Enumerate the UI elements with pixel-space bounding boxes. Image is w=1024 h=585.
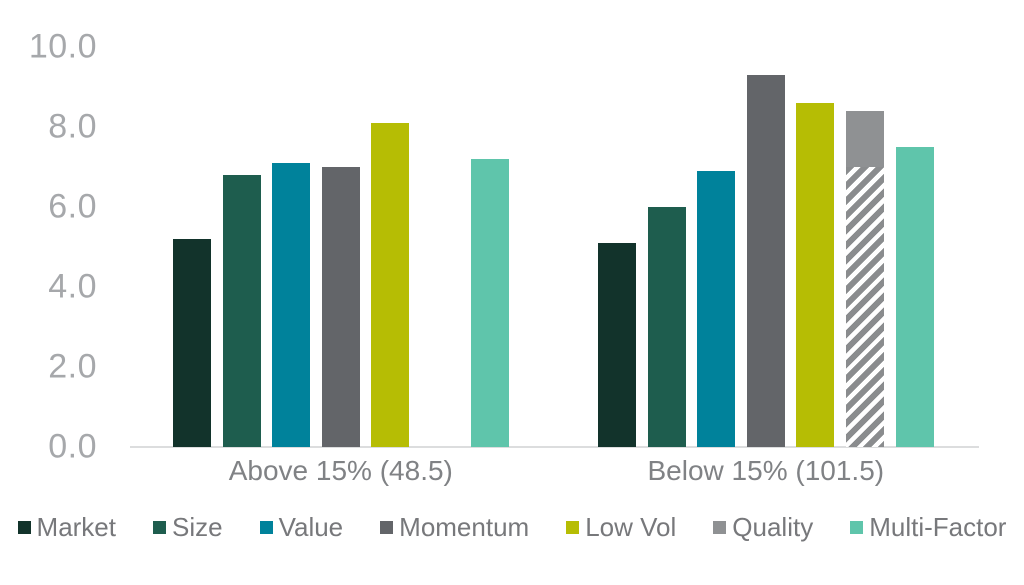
legend-label: Multi-Factor [869,512,1007,542]
legend-label: Low Vol [585,512,677,542]
bar [746,75,785,447]
legend-item: Low Vol [566,512,676,543]
legend-swatch [566,521,580,534]
bar [598,243,636,447]
category-label: Above 15% (48.5) [228,455,453,486]
y-tick-label: 8.0 [48,107,97,146]
bar [647,207,686,447]
y-tick-label: 10.0 [28,27,97,66]
y-axis: 0.0 2.0 4.0 6.0 8.0 10.0 [0,28,97,466]
legend-label: Momentum [399,512,530,542]
y-tick-label: 6.0 [48,187,97,226]
bar [321,167,360,447]
legend-item: Quality [713,512,813,543]
legend-item: Size [153,512,223,543]
legend-item: Momentum [380,512,529,543]
legend-item: Value [259,512,344,543]
bar-hatched-segment [846,167,884,447]
bar [846,111,884,447]
y-tick-label: 4.0 [48,267,97,306]
legend: Market Size Value Momentum Low Vol Quality Mul… [0,512,1024,543]
legend-swatch [713,521,727,534]
bar-solid-segment [846,111,884,167]
bar [470,159,509,447]
legend-item: Market [17,512,116,543]
y-tick-label: 0.0 [48,427,97,466]
bar [272,163,311,447]
bar [173,239,211,447]
y-tick-label: 2.0 [48,347,97,386]
x-axis-line [130,446,979,448]
bar [222,175,261,447]
legend-label: Quality [732,512,814,542]
legend-label: Market [36,512,116,542]
legend-swatch [259,521,273,534]
category-label: Below 15% (101.5) [647,455,885,486]
plot-area: Above 15% (48.5) Below 15% (101.5) [130,47,979,486]
legend-label: Value [278,512,344,542]
legend-swatch [850,521,864,534]
bar [371,123,410,447]
legend-item: Multi-Factor [850,512,1006,543]
bar [796,103,835,447]
legend-label: Size [172,512,223,542]
legend-swatch [17,521,31,534]
legend-swatch [153,521,166,534]
bar [895,147,934,447]
bar [697,171,736,447]
legend-swatch [380,521,394,534]
